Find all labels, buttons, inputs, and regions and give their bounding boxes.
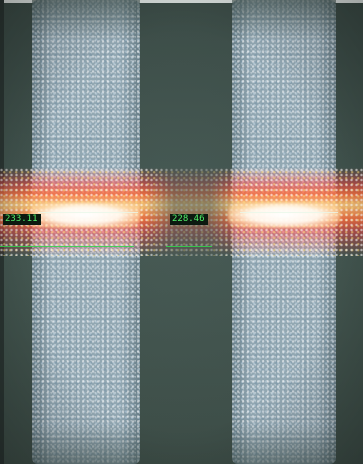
measurement-line-inner-left bbox=[38, 212, 138, 213]
right-stripe-bottom-fade bbox=[232, 424, 336, 464]
measurement-line-left bbox=[0, 246, 134, 247]
left-stripe-top-fade bbox=[32, 0, 140, 40]
left-stripe bbox=[32, 0, 140, 464]
right-stripe bbox=[232, 0, 336, 464]
measurement-readout-left: 233.11 bbox=[3, 214, 41, 225]
right-stripe-top-fade bbox=[232, 0, 336, 40]
frame-top-border bbox=[0, 0, 363, 3]
measurement-readout-right: 228.46 bbox=[170, 214, 208, 225]
measurement-line-right bbox=[166, 246, 212, 247]
left-stripe-bottom-fade bbox=[32, 424, 140, 464]
measurement-line-inner-right bbox=[240, 212, 338, 213]
frame-left-border bbox=[0, 0, 4, 464]
